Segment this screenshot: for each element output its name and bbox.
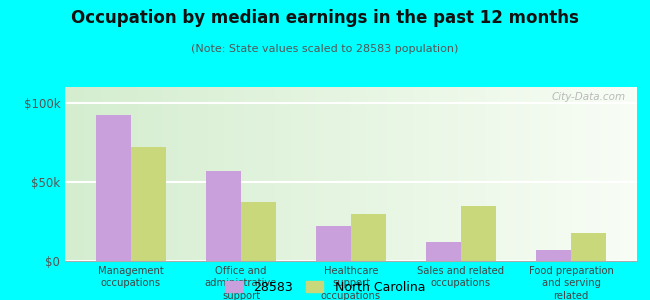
Legend: 28583, North Carolina: 28583, North Carolina bbox=[225, 281, 425, 294]
Bar bbox=[316, 226, 351, 261]
Bar bbox=[571, 232, 606, 261]
Bar bbox=[351, 214, 386, 261]
Bar bbox=[426, 242, 461, 261]
Bar bbox=[241, 202, 276, 261]
Bar bbox=[536, 250, 571, 261]
Text: City-Data.com: City-Data.com bbox=[551, 92, 625, 102]
Bar bbox=[131, 147, 166, 261]
Text: (Note: State values scaled to 28583 population): (Note: State values scaled to 28583 popu… bbox=[191, 44, 459, 53]
Bar bbox=[461, 206, 496, 261]
Bar bbox=[96, 116, 131, 261]
Bar bbox=[206, 171, 241, 261]
Text: Occupation by median earnings in the past 12 months: Occupation by median earnings in the pas… bbox=[71, 9, 579, 27]
